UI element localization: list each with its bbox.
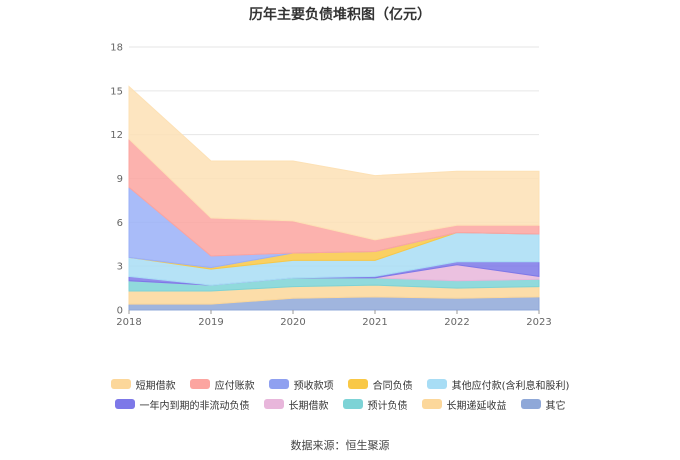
x-tick-label: 2023 xyxy=(526,317,551,328)
legend-item[interactable]: 其他应付款(含利息和股利) xyxy=(426,377,570,392)
x-tick-label: 2021 xyxy=(362,317,387,328)
legend-item[interactable]: 预计负债 xyxy=(342,397,408,412)
y-tick-label: 9 xyxy=(117,174,123,185)
legend-row-2: 一年内到期的非流动负债 长期借款 预计负债 长期递延收益 其它 xyxy=(0,394,680,414)
legend-item[interactable]: 合同负债 xyxy=(347,377,413,392)
legend-row-1: 短期借款 应付账款 预收款项 合同负债 其他应付款(含利息和股利) xyxy=(0,374,680,394)
legend-label: 预计负债 xyxy=(367,400,408,412)
legend-item[interactable]: 预收款项 xyxy=(268,377,334,392)
y-tick-label: 15 xyxy=(110,86,123,97)
data-source: 数据来源：恒生聚源 xyxy=(290,439,390,452)
y-tick-label: 12 xyxy=(110,130,123,141)
x-tick-label: 2020 xyxy=(280,317,305,328)
y-tick-label: 0 xyxy=(117,306,123,317)
y-tick-label: 6 xyxy=(117,218,123,229)
legend: 短期借款 应付账款 预收款项 合同负债 其他应付款(含利息和股利) 一年内到期的非流动负… xyxy=(0,374,680,414)
legend-label: 预收款项 xyxy=(293,380,334,392)
y-tick-label: 3 xyxy=(117,262,123,273)
legend-item[interactable]: 长期借款 xyxy=(263,397,329,412)
legend-swatch xyxy=(421,399,442,409)
legend-swatch xyxy=(520,399,541,409)
area-series xyxy=(128,85,540,311)
y-tick-label: 18 xyxy=(110,43,123,54)
legend-item[interactable]: 应付账款 xyxy=(189,377,255,392)
x-tick-label: 2018 xyxy=(116,317,141,328)
legend-swatch xyxy=(347,379,368,389)
legend-label: 短期借款 xyxy=(135,380,176,392)
x-tick-label: 2019 xyxy=(198,317,223,328)
legend-label: 长期递延收益 xyxy=(446,400,507,412)
legend-swatch xyxy=(342,399,363,409)
legend-swatch xyxy=(263,399,284,409)
legend-item[interactable]: 短期借款 xyxy=(110,377,176,392)
legend-label: 应付账款 xyxy=(214,380,255,392)
legend-label: 合同负债 xyxy=(372,380,413,392)
area-series-短期借款 xyxy=(128,85,540,241)
legend-item[interactable]: 一年内到期的非流动负债 xyxy=(114,397,250,412)
legend-swatch xyxy=(114,399,135,409)
legend-item[interactable]: 长期递延收益 xyxy=(421,397,507,412)
legend-swatch xyxy=(189,379,210,389)
legend-item[interactable]: 其它 xyxy=(520,397,566,412)
legend-swatch xyxy=(268,379,289,389)
legend-label: 其他应付款(含利息和股利) xyxy=(451,380,570,392)
x-tick-label: 2022 xyxy=(444,317,469,328)
legend-label: 长期借款 xyxy=(288,400,329,412)
legend-swatch xyxy=(426,379,447,389)
legend-label: 其它 xyxy=(545,400,566,412)
legend-label: 一年内到期的非流动负债 xyxy=(139,400,250,412)
legend-swatch xyxy=(110,379,131,389)
chart-title: 历年主要负债堆积图（亿元） xyxy=(249,7,431,23)
axes: 0 3 6 9 12 15 18 2018 2019 2020 2021 2022 2023 xyxy=(110,43,551,329)
chart-plot: 0 3 6 9 12 15 18 2018 2019 2020 2021 2022 2023 xyxy=(110,43,551,329)
